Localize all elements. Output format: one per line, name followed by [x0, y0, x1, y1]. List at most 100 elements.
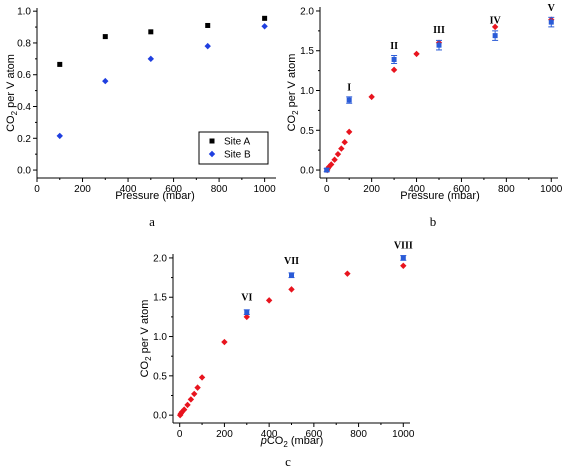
x-tick-label: 0 — [34, 184, 40, 195]
data-point-diamond — [184, 401, 191, 409]
y-axis-label-main: CO — [139, 360, 151, 377]
annotation-label: VIII — [394, 240, 413, 251]
data-point-square — [262, 15, 268, 21]
x-axis-label-sub: 2 — [283, 440, 288, 449]
data-point-diamond — [331, 156, 338, 163]
y-tick-label: 0.8 — [17, 38, 31, 49]
data-point-square — [391, 56, 397, 62]
data-point-square — [244, 309, 250, 315]
data-point-diamond — [147, 55, 155, 63]
data-point-square — [346, 97, 352, 103]
annotation-label: V — [548, 3, 556, 14]
y-tick-label: 0.5 — [300, 126, 314, 137]
x-tick-label: 200 — [74, 184, 91, 195]
annotation-label: VI — [241, 292, 252, 303]
panel-label: c — [285, 454, 291, 469]
data-point-diamond — [328, 161, 335, 168]
data-point-diamond — [390, 66, 398, 74]
x-axis-label-main: CO — [267, 435, 284, 447]
y-axis-label-sub: 2 — [144, 356, 153, 361]
panel-label: a — [149, 214, 155, 229]
y-axis-label-rest: per V atom — [286, 54, 298, 111]
annotation-label: IV — [490, 16, 502, 27]
y-axis-label: CO2 per V atom — [5, 54, 19, 132]
y-tick-label: 0.4 — [17, 102, 31, 113]
y-tick-label: 0.6 — [17, 70, 31, 81]
data-point-square — [436, 42, 442, 48]
data-point-diamond — [413, 50, 420, 58]
annotation-label: III — [433, 25, 445, 36]
y-tick-label: 1.0 — [300, 86, 314, 97]
legend-label: Site A — [224, 137, 250, 148]
y-tick-label: 1.5 — [300, 46, 314, 57]
data-point-diamond — [221, 338, 228, 346]
y-tick-label: 1.5 — [153, 293, 167, 304]
annotation-label: II — [390, 41, 398, 52]
legend-marker-square — [209, 138, 215, 144]
data-point-diamond — [261, 23, 268, 30]
data-point-diamond — [194, 384, 201, 391]
x-axis-label-rest: (mbar) — [288, 435, 323, 447]
data-point-diamond — [400, 262, 407, 269]
data-point-diamond — [368, 93, 375, 101]
data-point-square — [102, 34, 108, 40]
data-point-diamond — [491, 23, 499, 31]
x-tick-label: 0 — [324, 184, 330, 195]
x-tick-label: 600 — [165, 184, 182, 195]
y-tick-label: 1.0 — [17, 7, 31, 18]
data-point-diamond — [265, 297, 273, 304]
data-point-square — [289, 272, 294, 278]
data-point-diamond — [204, 42, 211, 50]
panel-a: 0 200 400 600 800 1000 0.0 0.2 0.4 0.6 0.8 1.0 CO2 p… — [5, 7, 276, 229]
x-tick-label: 400 — [120, 184, 137, 195]
panel-label: b — [430, 214, 437, 229]
data-point-diamond — [338, 145, 345, 152]
y-tick-label: 0.0 — [300, 166, 314, 177]
x-tick-label: 800 — [498, 184, 515, 195]
legend-label: Site B — [224, 150, 251, 161]
x-axis-label: pCO2 (mbar) — [260, 435, 324, 449]
x-tick-label: 400 — [408, 184, 425, 195]
x-tick-label: 800 — [350, 429, 367, 440]
data-point-diamond — [288, 286, 295, 293]
data-point-square — [400, 255, 406, 261]
x-tick-label: 800 — [211, 184, 228, 195]
y-axis-label-main: CO — [5, 115, 17, 132]
data-point-diamond — [187, 396, 195, 403]
y-tick-label: 0.0 — [153, 411, 167, 422]
legend-box — [198, 131, 269, 165]
data-point-diamond — [198, 374, 206, 381]
x-tick-label: 1000 — [253, 184, 276, 195]
data-point-diamond — [180, 406, 188, 413]
data-point-diamond — [345, 128, 353, 136]
data-point-square — [492, 33, 498, 39]
y-axis-label-main: CO — [286, 114, 298, 131]
data-point-square — [57, 61, 63, 67]
y-axis-label: CO2 per V atom — [286, 54, 300, 132]
data-point-square — [148, 29, 154, 35]
x-tick-label: 200 — [216, 429, 233, 440]
y-tick-label: 0.2 — [17, 134, 31, 145]
panel-b: 0 200 400 600 800 1000 0.0 0.5 1.0 1.5 2.0 CO2 per … — [286, 3, 563, 229]
data-point-diamond — [334, 150, 342, 158]
data-point-diamond — [341, 139, 348, 146]
x-tick-label: 200 — [363, 184, 380, 195]
x-axis-label: Pressure (mbar) — [400, 190, 479, 202]
data-point-square — [324, 167, 330, 173]
x-tick-label: 600 — [453, 184, 470, 195]
x-tick-label: 0 — [177, 429, 183, 440]
y-axis-label-rest: per V atom — [5, 54, 17, 111]
y-tick-label: 0.0 — [17, 166, 31, 177]
x-tick-label: 600 — [306, 429, 323, 440]
x-axis-label: Pressure (mbar) — [115, 190, 194, 202]
y-axis-label-sub: 2 — [291, 110, 300, 115]
x-tick-label: 400 — [261, 429, 278, 440]
y-tick-label: 1.0 — [153, 332, 167, 343]
x-tick-label: 1000 — [540, 184, 563, 195]
annotation-label: VII — [284, 256, 299, 267]
data-point-diamond — [102, 77, 109, 85]
data-point-diamond — [344, 270, 351, 277]
data-point-diamond — [56, 132, 63, 140]
y-axis-label-sub: 2 — [10, 110, 19, 115]
